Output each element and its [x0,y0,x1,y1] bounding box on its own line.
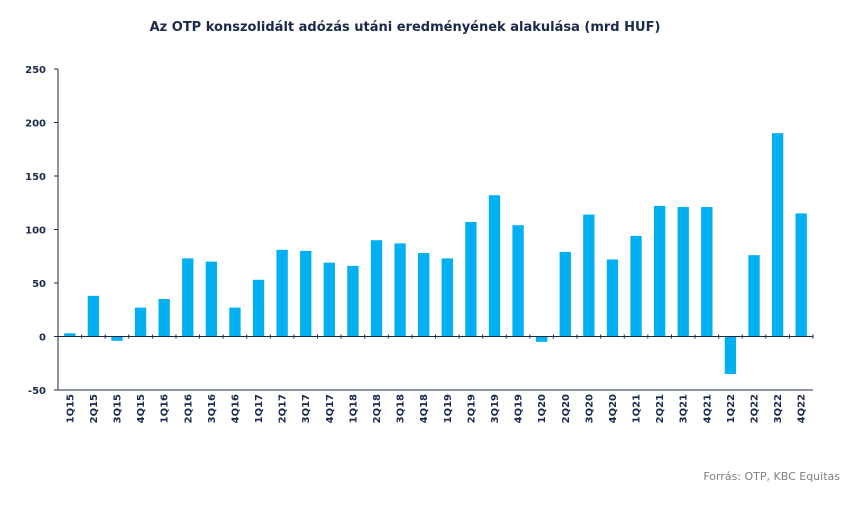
x-tick-label: 3Q22 [773,394,784,423]
y-tick-label: 150 [25,172,46,183]
bar-2Q19 [465,222,477,337]
x-tick-label: 2Q19 [466,394,477,423]
x-tick-label: 3Q15 [112,394,123,423]
chart-title: Az OTP konszolidált adózás utáni eredmén… [149,20,661,35]
y-tick-label: 250 [25,65,46,76]
bar-3Q19 [488,195,501,337]
x-tick-label: 4Q15 [136,394,147,423]
x-tick-label: 1Q15 [65,394,76,423]
bar-4Q20 [606,259,619,337]
x-tick-label: 3Q18 [396,394,407,423]
bar-1Q17 [252,279,265,337]
y-tick-label: -50 [28,386,46,397]
bar-2Q17 [276,249,288,337]
x-tick-label: 2Q21 [655,394,666,423]
x-tick-label: 2Q15 [89,394,100,423]
x-tick-label: 2Q18 [372,394,383,423]
bar-1Q19 [441,258,453,337]
bar-4Q19 [512,225,524,337]
x-tick-label: 1Q22 [726,394,737,423]
bar-1Q22 [724,336,737,374]
bar-2Q22 [748,255,760,337]
y-tick-label: 50 [32,279,46,290]
bar-4Q17 [323,262,335,337]
axes [54,68,814,391]
x-tick-label: 4Q18 [419,394,430,423]
x-tick-label: 4Q16 [230,394,241,423]
y-tick-label: 100 [25,226,46,237]
bar-3Q18 [394,243,406,337]
bar-2Q18 [370,240,383,337]
x-tick-label: 1Q21 [632,394,643,423]
bar-4Q18 [418,253,430,337]
source-note: Forrás: OTP, KBC Equitas [703,470,840,483]
x-tick-label: 3Q20 [584,394,595,423]
bar-3Q21 [677,207,689,337]
bar-1Q18 [347,265,359,337]
x-tick-label: 1Q20 [537,394,548,423]
x-tick-label: 2Q16 [183,394,194,423]
bar-4Q16 [229,307,241,337]
y-tick-label: 0 [39,333,46,344]
x-tick-label: 4Q19 [514,394,525,423]
bar-3Q22 [771,133,784,337]
x-tick-label: 1Q18 [348,394,359,423]
bar-1Q21 [630,235,642,337]
bar-2Q15 [87,295,100,337]
x-tick-label: 1Q17 [254,394,265,423]
bar-2Q20 [559,251,571,337]
x-tick-label: 4Q22 [797,394,808,423]
bar-2Q16 [182,258,194,337]
bar-1Q15 [64,333,76,337]
x-axis-ticks: 1Q15 2Q15 3Q15 4Q15 1Q16 2Q16 3Q16 4Q16 1Q17 2Q17… [65,394,807,423]
x-tick-label: 1Q19 [443,394,454,423]
x-tick-label: 2Q22 [750,394,761,423]
x-tick-label: 4Q21 [702,394,713,423]
bar-3Q16 [205,261,218,337]
x-tick-label: 2Q17 [278,394,289,423]
bar-1Q16 [158,299,170,337]
y-tick-label: 200 [25,119,46,130]
x-tick-label: 3Q19 [490,394,501,423]
x-tick-label: 2Q20 [561,394,572,423]
bar-4Q21 [701,207,713,337]
bar-3Q20 [583,214,595,337]
bar-4Q22 [795,213,807,337]
bars [64,133,807,374]
bar-4Q15 [134,307,147,337]
bar-1Q20 [536,336,548,342]
y-axis-ticks: -50 0 50 100 150 200 250 [25,65,46,397]
bar-2Q21 [653,205,666,337]
x-tick-label: 3Q17 [301,394,312,423]
x-tick-label: 3Q16 [207,394,218,423]
x-tick-label: 3Q21 [679,394,690,423]
x-tick-label: 1Q16 [160,394,171,423]
bar-3Q15 [111,336,123,341]
bar-3Q17 [300,250,312,337]
x-tick-label: 4Q17 [325,394,336,423]
x-tick-label: 4Q20 [608,394,619,423]
